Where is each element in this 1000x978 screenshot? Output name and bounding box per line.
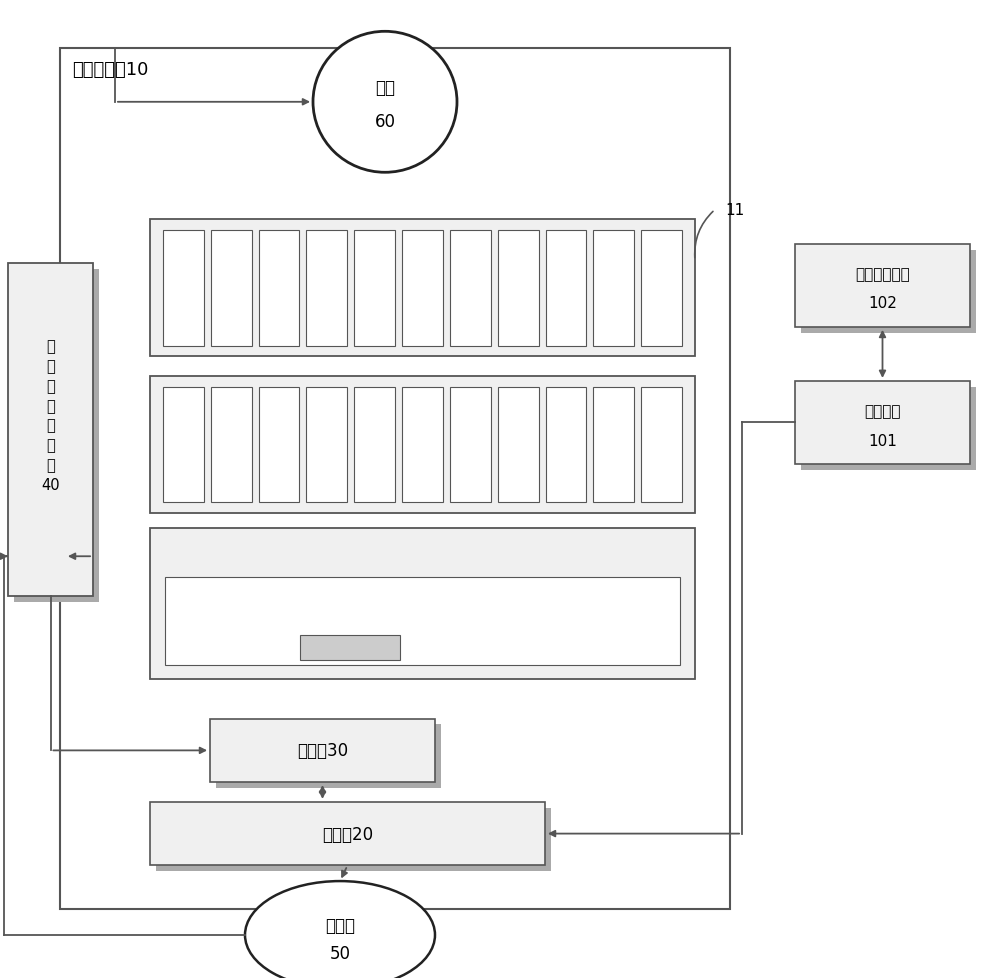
Text: 后台主机: 后台主机	[864, 404, 901, 419]
Bar	[150, 528, 695, 680]
Bar	[498, 231, 539, 346]
Bar	[210, 719, 435, 782]
Bar	[165, 577, 680, 665]
Ellipse shape	[245, 881, 435, 978]
Circle shape	[313, 32, 457, 173]
Bar	[593, 231, 634, 346]
Text: 101: 101	[868, 433, 897, 448]
Bar	[402, 231, 443, 346]
Bar	[259, 387, 299, 503]
Bar	[641, 387, 682, 503]
Text: 102: 102	[868, 296, 897, 311]
Bar	[450, 231, 491, 346]
Text: 交换机30: 交换机30	[297, 741, 348, 760]
Bar	[593, 387, 634, 503]
Bar	[14, 270, 99, 602]
Bar	[8, 264, 93, 597]
Bar	[60, 49, 730, 910]
Bar	[795, 381, 970, 465]
Bar	[801, 250, 976, 333]
Bar	[402, 387, 443, 503]
Bar	[801, 387, 976, 470]
Bar	[498, 387, 539, 503]
Text: 50: 50	[330, 944, 351, 961]
Bar	[163, 387, 204, 503]
Bar	[795, 244, 970, 328]
Bar	[546, 231, 586, 346]
Bar	[150, 802, 545, 866]
Bar	[259, 231, 299, 346]
Bar	[641, 231, 682, 346]
Text: 11: 11	[725, 202, 744, 218]
Bar	[150, 377, 695, 513]
Text: 加热器: 加热器	[325, 916, 355, 934]
Bar	[450, 387, 491, 503]
Bar	[150, 220, 695, 357]
Bar	[546, 387, 586, 503]
Bar	[211, 231, 252, 346]
Text: 拷机测试柜10: 拷机测试柜10	[72, 61, 148, 78]
Text: 风扇: 风扇	[375, 79, 395, 97]
Text: 温
湿
度
监
控
装
置
40: 温 湿 度 监 控 装 置 40	[41, 339, 60, 492]
Bar	[156, 808, 551, 871]
Bar	[306, 387, 347, 503]
Bar	[306, 231, 347, 346]
Bar	[216, 725, 441, 788]
Bar	[300, 636, 400, 660]
Bar	[163, 231, 204, 346]
Text: 前置机20: 前置机20	[322, 824, 373, 843]
Text: 60: 60	[374, 113, 396, 131]
Bar	[354, 231, 395, 346]
Text: 人机交互模块: 人机交互模块	[855, 267, 910, 282]
Bar	[211, 387, 252, 503]
Bar	[354, 387, 395, 503]
